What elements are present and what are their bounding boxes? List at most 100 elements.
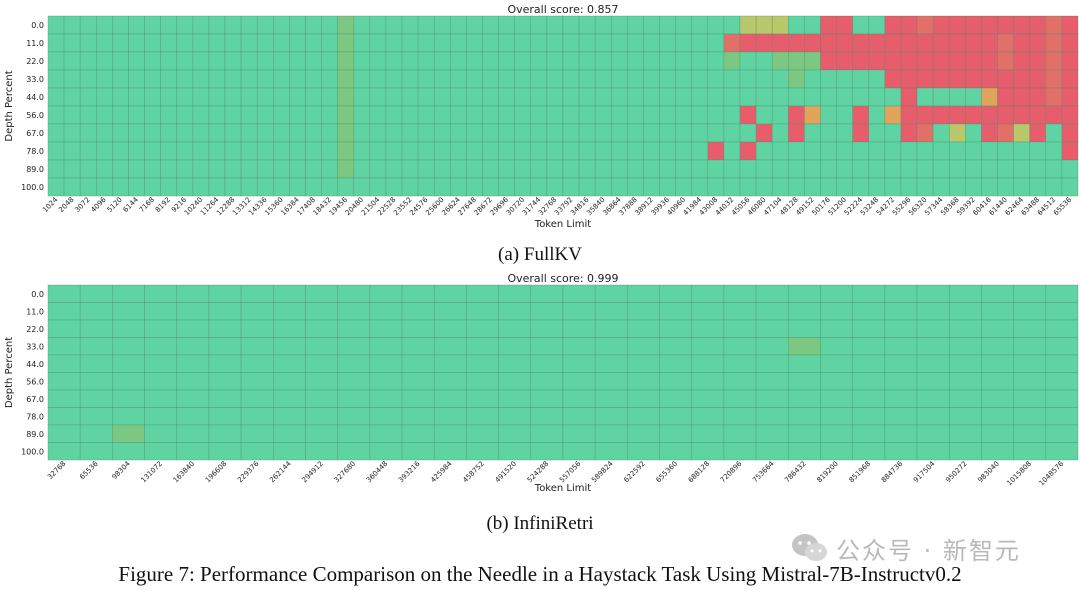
heatmap-cell [820, 424, 853, 443]
heatmap-cell [112, 105, 129, 125]
chart-title: Overall score: 0.999 [507, 272, 618, 285]
heatmap-cell [610, 15, 628, 35]
heatmap-cell [981, 159, 998, 179]
heatmap-cell [112, 141, 129, 161]
x-tick-label: 65536 [1052, 195, 1074, 217]
heatmap-cell [63, 51, 81, 71]
x-tick-label: 786432 [783, 460, 808, 485]
heatmap-cell [578, 87, 596, 107]
heatmap-cell [691, 337, 725, 356]
heatmap-cell [450, 105, 467, 125]
heatmap-cell [723, 51, 741, 71]
heatmap-cell [610, 177, 628, 197]
heatmap-cell [321, 141, 338, 161]
heatmap-cell [659, 87, 676, 107]
heatmap-cell [240, 159, 258, 179]
heatmap-cell [965, 87, 982, 107]
heatmap-cell [916, 284, 950, 303]
heatmap-cell [1013, 407, 1047, 426]
heatmap-cell [948, 51, 966, 71]
heatmap-cell [546, 123, 564, 143]
x-tick-label: 327680 [333, 460, 358, 485]
heatmap-cell [788, 407, 821, 426]
heatmap-cell [401, 141, 419, 161]
heatmap-cell [884, 354, 918, 373]
heatmap-cell [659, 337, 693, 356]
heatmap-cell [401, 389, 435, 408]
x-tick-label: 458752 [461, 460, 486, 485]
heatmap-cell [1013, 123, 1031, 143]
heatmap-cell [820, 123, 837, 143]
x-tick-label: 491520 [494, 460, 519, 485]
heatmap-cell [305, 51, 322, 71]
heatmap-cell [530, 319, 564, 338]
heatmap-cell [192, 105, 210, 125]
heatmap-cell [112, 302, 145, 321]
heatmap-cell [981, 87, 998, 107]
heatmap-cell [546, 141, 564, 161]
heatmap-cell [627, 87, 644, 107]
heatmap-cell [788, 141, 805, 161]
heatmap-cell [385, 51, 403, 71]
heatmap-cell [47, 141, 65, 161]
heatmap-cell [755, 354, 789, 373]
heatmap-cell [546, 87, 564, 107]
heatmap-cell [128, 87, 145, 107]
heatmap-cell [144, 284, 178, 303]
heatmap-cell [659, 354, 693, 373]
heatmap-cell [997, 69, 1014, 89]
heatmap-cell [208, 105, 226, 125]
heatmap-cell [530, 159, 548, 179]
heatmap-cell [417, 177, 435, 197]
heatmap-cell [916, 354, 950, 373]
heatmap-cell [337, 354, 371, 373]
heatmap-cell [932, 105, 950, 125]
heatmap-cell [932, 177, 950, 197]
heatmap-cell [868, 123, 886, 143]
heatmap-cell [305, 389, 338, 408]
heatmap-cell [289, 69, 306, 89]
heatmap-cell [1061, 15, 1079, 35]
heatmap-cell [610, 69, 628, 89]
heatmap-cell [95, 87, 113, 107]
heatmap-cell [498, 442, 532, 461]
heatmap-cell [369, 372, 403, 391]
heatmap-cell [450, 159, 467, 179]
heatmap-cell [337, 123, 355, 143]
heatmap-cell [1045, 407, 1079, 426]
heatmap-cell [659, 389, 693, 408]
heatmap-cell [112, 15, 129, 35]
heatmap-cell [884, 337, 918, 356]
heatmap-cell [868, 51, 886, 71]
heatmap-cell [643, 141, 660, 161]
heatmap-cell [932, 69, 950, 89]
heatmap-cell [691, 284, 725, 303]
heatmap-cell [337, 424, 371, 443]
heatmap-cell [208, 87, 226, 107]
heatmap-cell [47, 105, 65, 125]
heatmap-cell [256, 87, 274, 107]
heatmap-cell [836, 159, 853, 179]
heatmap-cell [771, 159, 789, 179]
heatmap-cell [965, 159, 982, 179]
heatmap-cell [868, 141, 886, 161]
heatmap-cell [610, 105, 628, 125]
heatmap-cell [723, 141, 741, 161]
heatmap-cell [273, 51, 290, 71]
heatmap-cell [433, 105, 451, 125]
heatmap-cell [95, 105, 113, 125]
heatmap-cell [240, 354, 274, 373]
heatmap-cell [691, 177, 709, 197]
heatmap-cell [691, 15, 709, 35]
heatmap-cell [868, 69, 886, 89]
heatmap-cell [1013, 105, 1031, 125]
heatmap-cell [868, 15, 886, 35]
heatmap-cell [289, 87, 306, 107]
heatmap-cell [240, 407, 274, 426]
heatmap-cell [176, 105, 194, 125]
heatmap-cell [755, 105, 773, 125]
heatmap-cell [562, 337, 596, 356]
heatmap-cell [546, 159, 564, 179]
heatmap-cell [755, 69, 773, 89]
heatmap-cell [433, 33, 451, 53]
